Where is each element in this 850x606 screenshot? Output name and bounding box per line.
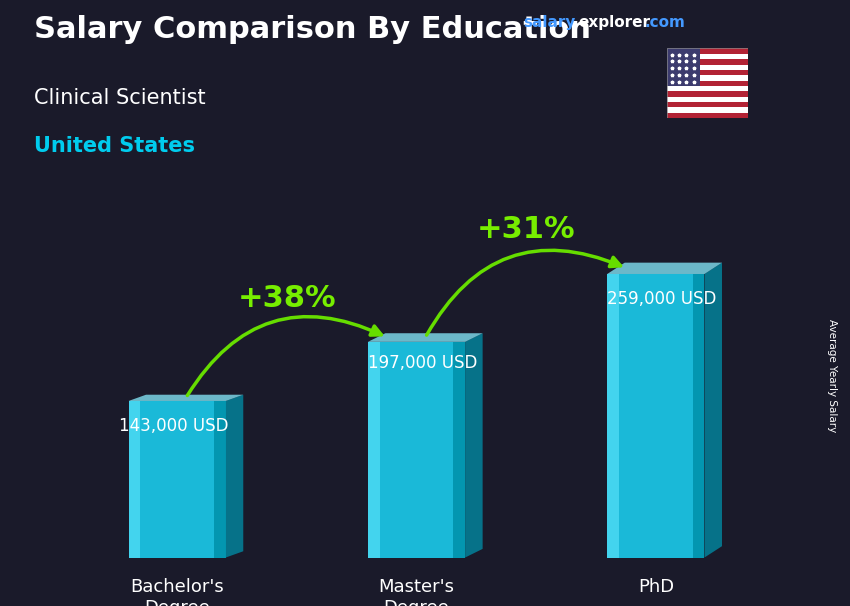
Bar bbox=[693, 274, 705, 558]
FancyBboxPatch shape bbox=[128, 401, 226, 558]
Text: +31%: +31% bbox=[477, 215, 575, 244]
Bar bbox=[667, 97, 748, 102]
Text: Bachelor's
Degree: Bachelor's Degree bbox=[130, 578, 224, 606]
Bar bbox=[667, 81, 748, 86]
Text: Clinical Scientist: Clinical Scientist bbox=[34, 88, 206, 108]
Text: Average Yearly Salary: Average Yearly Salary bbox=[827, 319, 837, 432]
Bar bbox=[667, 65, 748, 70]
Bar bbox=[453, 342, 465, 558]
Bar bbox=[667, 48, 700, 86]
Bar bbox=[667, 92, 748, 97]
Text: Master's
Degree: Master's Degree bbox=[378, 578, 455, 606]
Bar bbox=[607, 274, 619, 558]
Text: salary: salary bbox=[523, 15, 575, 30]
Polygon shape bbox=[226, 395, 243, 558]
Polygon shape bbox=[607, 262, 722, 274]
Text: explorer: explorer bbox=[578, 15, 650, 30]
Text: +38%: +38% bbox=[237, 284, 336, 313]
Polygon shape bbox=[368, 333, 483, 342]
Bar bbox=[667, 107, 748, 113]
Bar bbox=[667, 59, 748, 65]
Text: United States: United States bbox=[34, 136, 195, 156]
Bar bbox=[667, 54, 748, 59]
Bar bbox=[667, 86, 748, 92]
Text: Salary Comparison By Education: Salary Comparison By Education bbox=[34, 15, 591, 44]
Text: 259,000 USD: 259,000 USD bbox=[607, 290, 717, 308]
Text: 143,000 USD: 143,000 USD bbox=[119, 418, 229, 436]
Polygon shape bbox=[465, 333, 483, 558]
Bar bbox=[667, 102, 748, 107]
Bar bbox=[368, 342, 380, 558]
Text: PhD: PhD bbox=[638, 578, 674, 596]
Polygon shape bbox=[128, 395, 243, 401]
Polygon shape bbox=[705, 262, 722, 558]
FancyBboxPatch shape bbox=[368, 342, 465, 558]
Bar bbox=[667, 75, 748, 81]
Bar bbox=[667, 113, 748, 118]
Bar bbox=[667, 70, 748, 75]
Bar bbox=[214, 401, 226, 558]
FancyBboxPatch shape bbox=[607, 274, 705, 558]
Bar bbox=[128, 401, 140, 558]
Text: 197,000 USD: 197,000 USD bbox=[368, 354, 477, 372]
Bar bbox=[667, 48, 748, 54]
Text: .com: .com bbox=[644, 15, 685, 30]
